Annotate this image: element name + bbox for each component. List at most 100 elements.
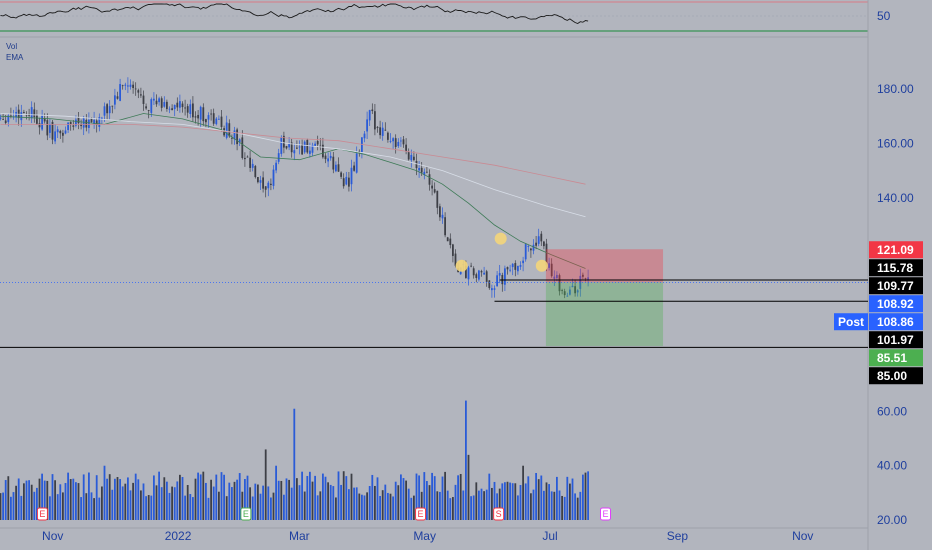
price-level-badge <box>869 241 923 259</box>
candle-body <box>85 119 88 128</box>
candle <box>210 109 212 121</box>
volume-bar <box>257 484 259 520</box>
volume-bar <box>509 482 511 520</box>
candle-body <box>194 116 197 118</box>
volume-indicator-label[interactable]: Vol <box>6 42 18 51</box>
candle <box>418 160 420 178</box>
candle-body <box>80 124 82 127</box>
volume-bar <box>524 483 527 520</box>
candle-body <box>327 158 329 162</box>
volume-bar <box>158 471 160 520</box>
volume-bar <box>514 483 517 520</box>
volume-bar <box>285 478 288 520</box>
candle-body <box>220 116 223 127</box>
candle <box>491 284 493 298</box>
candle-body <box>69 121 72 125</box>
candle-body <box>436 190 439 208</box>
candle <box>496 270 498 287</box>
volume-bar <box>446 490 449 520</box>
volume-bar <box>210 479 212 520</box>
candle <box>264 186 267 198</box>
event-marker <box>493 507 505 521</box>
volume-bar <box>441 476 444 520</box>
volume-bar <box>582 474 584 520</box>
candle-body <box>535 242 537 246</box>
candle <box>579 268 582 297</box>
highlight-marker <box>494 232 507 245</box>
volume-bar <box>478 490 480 520</box>
highlight-marker <box>455 259 468 272</box>
volume-bar <box>199 474 202 520</box>
candle-body <box>7 115 10 123</box>
candle-body <box>202 107 205 122</box>
candle-body <box>392 138 394 142</box>
volume-bar <box>225 496 228 520</box>
candle-body <box>228 123 231 137</box>
candle <box>137 88 140 99</box>
volume-bar <box>576 497 579 520</box>
candle <box>381 122 384 141</box>
candle <box>550 258 553 278</box>
candle-body <box>322 144 324 158</box>
candle <box>530 247 532 258</box>
volume-bar <box>467 454 470 520</box>
candle-body <box>116 96 119 99</box>
candle-body <box>56 129 59 133</box>
volume-bar <box>584 472 587 520</box>
volume-bar <box>4 480 7 520</box>
candle-body <box>527 246 530 247</box>
volume-bar <box>342 471 345 520</box>
volume-bar <box>452 497 454 520</box>
volume-bar <box>205 482 207 520</box>
candle-body <box>348 177 350 187</box>
candle-body <box>556 274 558 279</box>
ema-indicator-label[interactable]: EMA <box>6 53 24 62</box>
volume-bar <box>387 492 389 520</box>
volume-bar <box>108 474 111 520</box>
candle-body <box>147 110 150 111</box>
candle-body <box>103 106 106 116</box>
volume-bar <box>587 471 589 520</box>
volume-bar <box>129 490 132 520</box>
volume-bar <box>181 477 184 520</box>
volume-bar <box>428 485 431 520</box>
volume-bar <box>0 493 2 520</box>
event-marker <box>415 507 427 521</box>
candle <box>410 149 413 168</box>
candle <box>439 203 441 221</box>
candle-body <box>514 263 517 270</box>
candle-body <box>558 275 561 292</box>
volume-bar <box>314 475 316 520</box>
candle-body <box>361 137 363 153</box>
candle <box>485 269 488 287</box>
volume-bar <box>62 492 64 520</box>
candle-body <box>439 206 441 218</box>
candle-body <box>402 139 405 145</box>
volume-bar <box>389 493 392 520</box>
volume-bar <box>558 490 561 520</box>
price-level-badge-text: 115.78 <box>877 261 913 275</box>
candle <box>62 129 64 143</box>
volume-bar <box>472 495 475 520</box>
volume-bar <box>192 497 194 520</box>
candle <box>56 126 59 139</box>
candle <box>371 103 374 115</box>
candle <box>433 182 436 194</box>
volume-bar <box>184 495 186 520</box>
candle <box>166 99 168 112</box>
candle-body <box>566 295 569 297</box>
volume-bar <box>2 492 4 520</box>
candle-body <box>231 137 233 139</box>
volume-bar <box>88 472 90 520</box>
candle <box>407 148 410 161</box>
volume-bar <box>519 485 522 520</box>
candle-body <box>293 150 296 154</box>
candle-body <box>426 171 428 173</box>
volume-bar <box>358 493 361 520</box>
candle-body <box>249 157 251 168</box>
volume-bar <box>251 496 254 520</box>
candle <box>366 111 368 139</box>
candle <box>184 99 186 116</box>
